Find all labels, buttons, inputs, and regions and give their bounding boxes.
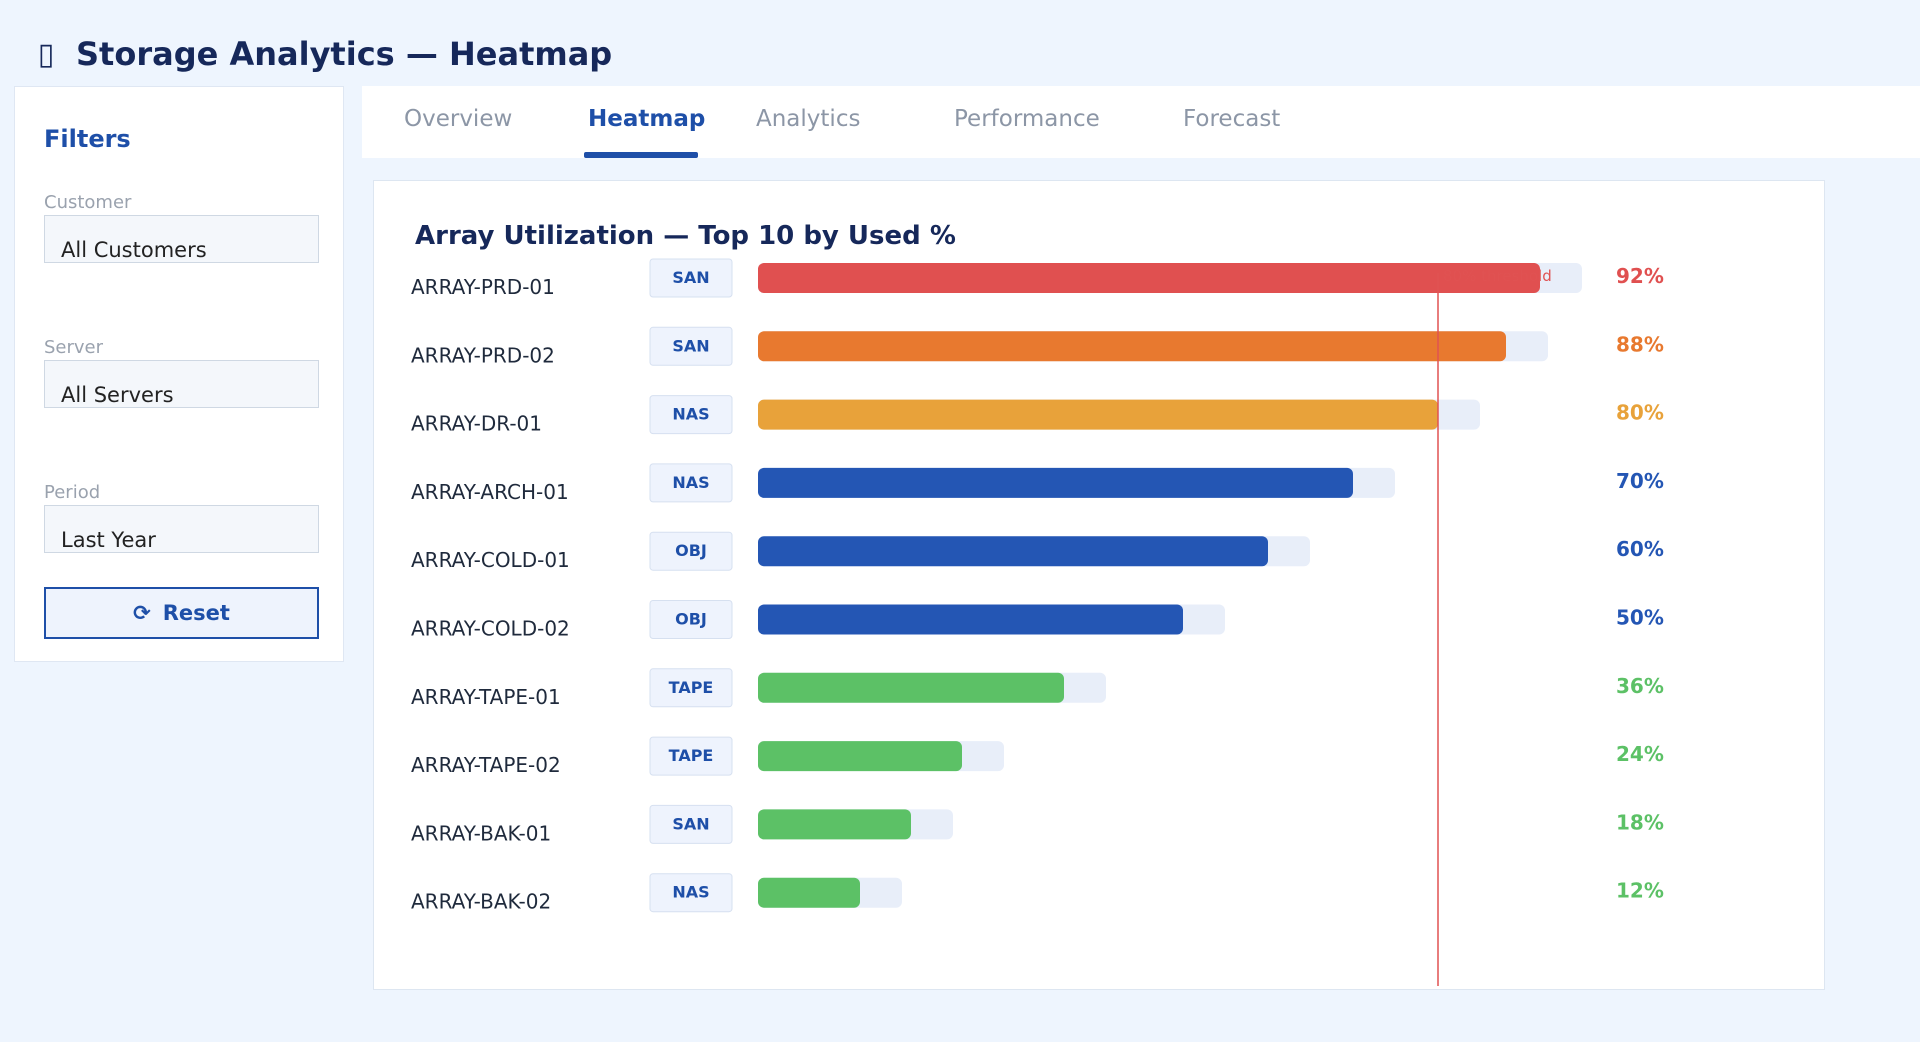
type-badge [649, 463, 733, 503]
type-badge [649, 804, 733, 844]
type-badge-label: NAS [672, 883, 709, 902]
value-label: 12% [1616, 879, 1664, 903]
tab-analytics[interactable]: Analytics [756, 106, 861, 132]
utilization-bar [758, 263, 1540, 293]
customer-select[interactable]: All Customers [44, 215, 319, 263]
refresh-icon: ⟳ [133, 601, 151, 625]
filters-panel: Filters Customer All Customers Server Al… [14, 86, 344, 662]
utilization-bar [758, 331, 1506, 362]
type-badge-label: OBJ [675, 541, 707, 560]
type-badge [649, 326, 733, 366]
array-name-label: ARRAY-COLD-01 [411, 548, 570, 572]
tab-forecast[interactable]: Forecast [1183, 106, 1281, 132]
array-name-label: ARRAY-ARCH-01 [411, 480, 569, 504]
type-badge-label: TAPE [669, 678, 714, 697]
type-badge-label: OBJ [675, 610, 707, 629]
type-badge-label: NAS [672, 473, 709, 492]
type-badge-label: SAN [672, 336, 709, 355]
type-badge [649, 736, 733, 776]
array-name-label: ARRAY-DR-01 [411, 412, 542, 436]
value-label: 24% [1616, 742, 1664, 766]
tab-heatmap[interactable]: Heatmap [588, 106, 706, 132]
tab-performance[interactable]: Performance [954, 106, 1100, 132]
type-badge [649, 600, 733, 639]
utilization-bar [758, 604, 1183, 635]
type-badge [649, 395, 733, 435]
utilization-bar [758, 399, 1438, 430]
type-badge [649, 873, 733, 913]
period-select[interactable]: Last Year [44, 505, 319, 553]
array-name-label: ARRAY-COLD-02 [411, 617, 570, 641]
value-label: 50% [1616, 606, 1664, 630]
value-label: 88% [1616, 332, 1664, 356]
tab-overview[interactable]: Overview [404, 106, 513, 132]
array-name-label: ARRAY-PRD-01 [411, 275, 555, 299]
array-name-label: ARRAY-BAK-01 [411, 821, 551, 845]
server-label: Server [44, 337, 104, 358]
type-badge-label: SAN [672, 814, 709, 833]
chart-title: Array Utilization — Top 10 by Used % [415, 221, 956, 251]
page-title: Storage Analytics — Heatmap [76, 35, 613, 73]
chart-panel: Array Utilization — Top 10 by Used % ARR… [373, 180, 1825, 990]
customer-label: Customer [44, 192, 132, 213]
database-icon: ▯ [37, 36, 55, 72]
active-tab-indicator [584, 152, 698, 158]
utilization-bar [758, 809, 911, 840]
server-select[interactable]: All Servers [44, 360, 319, 408]
type-badge [649, 531, 733, 571]
tab-bar: Overview Heatmap Analytics Performance F… [362, 86, 1920, 158]
array-name-label: ARRAY-PRD-02 [411, 343, 555, 367]
value-label: 60% [1616, 537, 1664, 561]
threshold-label: 80% threshold [1443, 267, 1552, 285]
value-label: 36% [1616, 674, 1664, 698]
type-badge-label: TAPE [669, 746, 714, 765]
reset-button-label: Reset [162, 601, 230, 625]
value-label: 80% [1616, 401, 1664, 425]
type-badge [649, 668, 733, 708]
utilization-bar [758, 741, 962, 772]
utilization-bar [758, 536, 1268, 567]
value-label: 70% [1616, 469, 1664, 493]
utilization-bar [758, 467, 1353, 498]
utilization-chart: ARRAY-PRD-01 SAN 92% ARRAY-PRD-02 SAN 88% ARRA… [411, 258, 1664, 986]
app-title: ▯ Storage Analytics — Heatmap [34, 34, 612, 74]
period-label: Period [44, 482, 101, 503]
utilization-bar [758, 877, 860, 908]
type-badge-label: SAN [672, 268, 709, 287]
type-badge [649, 258, 733, 298]
array-name-label: ARRAY-TAPE-01 [411, 685, 561, 709]
filters-heading: Filters [44, 125, 131, 153]
reset-button[interactable]: ⟳ Reset [44, 587, 319, 639]
array-name-label: ARRAY-BAK-02 [411, 890, 551, 914]
value-label: 92% [1616, 264, 1664, 288]
type-badge-label: NAS [672, 405, 709, 424]
utilization-bar [758, 672, 1064, 703]
value-label: 18% [1616, 810, 1664, 834]
array-name-label: ARRAY-TAPE-02 [411, 753, 561, 777]
